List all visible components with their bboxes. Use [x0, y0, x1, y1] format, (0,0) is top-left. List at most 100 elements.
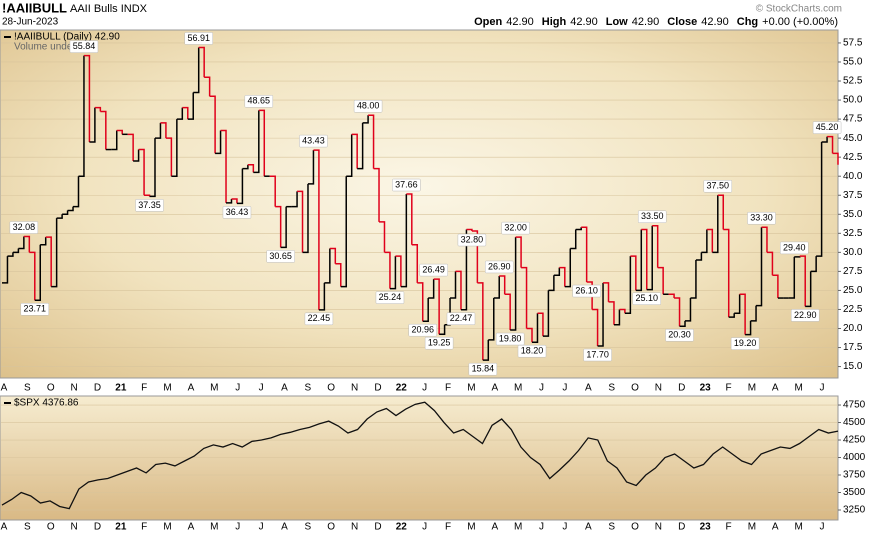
- step-segment: [553, 267, 561, 276]
- step-segment: [149, 138, 156, 198]
- step-segment: [734, 294, 741, 315]
- x-tick-label: O: [327, 522, 335, 533]
- step-segment: [739, 293, 746, 335]
- step-segment: [209, 95, 216, 154]
- value-label: 29.40: [783, 242, 806, 252]
- x-tick-label: 22: [396, 522, 408, 533]
- x-tick-label: M: [748, 522, 756, 533]
- value-label-box: [790, 309, 820, 322]
- step-segment: [723, 228, 730, 318]
- step-segment: [45, 236, 52, 287]
- x-tick-label: F: [141, 383, 147, 394]
- step-segment: [226, 199, 233, 204]
- y-tick-label: 15.0: [843, 361, 863, 372]
- step-segment: [187, 92, 194, 120]
- y-tick-label: 27.5: [843, 266, 863, 277]
- x-tick-label: F: [445, 522, 451, 533]
- x-tick-label: F: [445, 383, 451, 394]
- value-label-box: [484, 260, 514, 274]
- value-label: 22.47: [450, 313, 473, 323]
- value-label-box: [446, 312, 476, 325]
- value-label: 43.43: [302, 135, 325, 145]
- step-segment: [100, 110, 107, 150]
- quote-value: +0.00 (+0.00%): [762, 16, 838, 28]
- value-label-box: [457, 233, 487, 247]
- quote-value: 42.90: [632, 16, 660, 28]
- x-tick-label: O: [327, 383, 335, 394]
- step-segment: [417, 282, 424, 322]
- step-segment: [586, 281, 593, 310]
- x-tick-label: 23: [700, 383, 712, 394]
- legend: !AAIIBULL (Daily) 42.90: [14, 32, 120, 43]
- step-segment: [182, 106, 189, 120]
- y-tick-label: 57.5: [843, 38, 863, 49]
- value-label: 26.49: [422, 264, 445, 274]
- step-segment: [668, 293, 675, 299]
- x-tick-label: A: [1, 522, 8, 533]
- value-label: 33.30: [750, 213, 773, 223]
- step-segment: [335, 263, 342, 287]
- y-tick-label: 17.5: [843, 342, 863, 353]
- quote-label: Low: [606, 16, 628, 28]
- value-label: 22.45: [308, 313, 331, 323]
- step-segment: [810, 256, 817, 273]
- step-segment: [297, 190, 304, 253]
- x-tick-label: A: [491, 383, 498, 394]
- value-label: 55.84: [73, 41, 96, 51]
- spx-panel: [0, 395, 839, 521]
- line: [1, 401, 839, 510]
- x-tick-label: M: [210, 522, 218, 533]
- step-segment: [564, 248, 572, 288]
- value-label-box: [266, 250, 295, 263]
- value-label: 19.80: [499, 333, 522, 343]
- value-label: 17.70: [586, 349, 609, 359]
- x-tick-label: J: [539, 522, 544, 533]
- y-tick-label: 22.5: [843, 304, 863, 315]
- y-tick-label: 4750: [843, 400, 866, 411]
- step-segment: [679, 320, 686, 327]
- step-segment: [695, 252, 703, 261]
- x-tick-label: A: [188, 383, 195, 394]
- title: !AAIIBULL: [2, 0, 67, 15]
- value-label-box: [244, 95, 274, 108]
- step-segment: [504, 293, 511, 331]
- step-segment: [685, 298, 692, 322]
- y-tick-label: 47.5: [843, 114, 863, 125]
- step-segment: [12, 248, 20, 254]
- x-tick-label: A: [772, 383, 779, 394]
- x-tick-label: M: [794, 522, 802, 533]
- x-tick-label: M: [210, 383, 218, 394]
- value-label: 19.25: [428, 338, 451, 348]
- x-tick-label: M: [467, 383, 475, 394]
- x-tick-label: S: [24, 522, 31, 533]
- step-segment: [291, 191, 298, 208]
- value-label-box: [353, 100, 383, 113]
- value-label-box: [780, 241, 809, 255]
- step-segment: [40, 237, 47, 246]
- step-segment: [351, 133, 358, 169]
- value-label-box: [517, 344, 547, 358]
- step-segment: [400, 194, 408, 288]
- step-segment: [116, 129, 123, 135]
- step-segment: [439, 324, 446, 335]
- x-tick-label: O: [631, 522, 639, 533]
- quote-value: 42.90: [701, 16, 729, 28]
- step-segment: [154, 122, 162, 139]
- x-tick-label: A: [491, 522, 498, 533]
- y-tick-label: 55.0: [843, 57, 863, 68]
- quote: Open 42.90 High 42.90 Low 42.90 Close 42.90 Chg +…: [474, 16, 838, 28]
- x-tick-label: M: [467, 522, 475, 533]
- x-tick-label: S: [304, 383, 311, 394]
- value-label: 32.80: [461, 234, 484, 244]
- y-tick-label: 3500: [843, 487, 866, 498]
- value-label-box: [9, 221, 39, 234]
- value-label-box: [184, 32, 213, 45]
- step-segment: [346, 134, 353, 177]
- step-segment: [597, 282, 604, 347]
- step-segment: [373, 167, 380, 222]
- x-tick-label: M: [163, 522, 171, 533]
- step-segment: [171, 119, 178, 177]
- x-tick-label: D: [94, 522, 101, 533]
- step-segment: [761, 226, 768, 253]
- step-segment: [51, 218, 58, 288]
